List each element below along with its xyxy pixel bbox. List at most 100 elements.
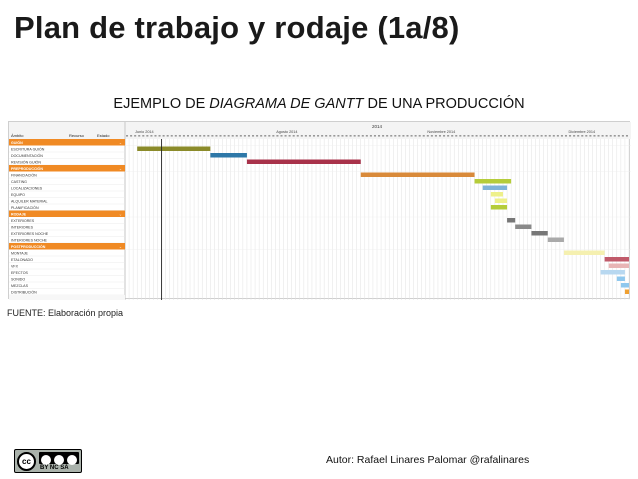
- chevron-down-icon: ⌄: [119, 141, 122, 145]
- gantt-svg: 2014 Junio 2014 Agosto 2014 Noviembre 2014 D…: [9, 122, 631, 300]
- gantt-task-label: ALQUILER MATERIAL: [11, 199, 47, 203]
- gantt-day-tick: [252, 135, 255, 137]
- gantt-bar: [547, 237, 564, 242]
- gantt-column-header: Recurso: [69, 133, 85, 138]
- gantt-day-tick: [430, 135, 433, 137]
- gantt-day-tick: [418, 135, 421, 137]
- gantt-day-tick: [443, 135, 446, 137]
- gantt-month-label: Noviembre 2014: [427, 130, 455, 134]
- creative-commons-license-badge[interactable]: cc BY NC SA: [14, 449, 82, 473]
- gantt-day-tick: [337, 135, 340, 137]
- gantt-day-tick: [483, 135, 486, 137]
- gantt-task-label: PLANIFICACIÓN: [11, 205, 39, 210]
- gantt-day-tick: [581, 135, 584, 137]
- gantt-task-label: DOCUMENTACIÓN: [11, 153, 43, 158]
- gantt-day-tick: [312, 135, 316, 137]
- gantt-task-label: MONTAJE: [11, 251, 29, 255]
- gantt-task-label: FINANCIACIÓN: [11, 172, 37, 177]
- license-labels: BY NC SA: [40, 465, 69, 471]
- gantt-day-tick: [471, 135, 474, 137]
- gantt-bar: [507, 218, 516, 223]
- gantt-day-tick: [304, 135, 307, 137]
- gantt-task-label: SONIDO: [11, 277, 25, 281]
- gantt-task-label: EXTERIORES NOCHE: [11, 232, 49, 236]
- gantt-task-label: MEZCLAS: [11, 284, 29, 288]
- gantt-day-tick: [126, 135, 129, 137]
- gantt-day-tick: [491, 135, 494, 137]
- gantt-day-tick: [613, 135, 616, 137]
- gantt-day-tick: [625, 135, 628, 137]
- gantt-day-tick: [186, 135, 190, 137]
- gantt-day-tick: [138, 135, 141, 137]
- gantt-day-tick: [219, 135, 222, 137]
- gantt-day-tick: [215, 135, 218, 137]
- gantt-day-tick: [166, 135, 169, 137]
- non-commercial-icon: [54, 455, 64, 465]
- gantt-day-tick: [564, 135, 568, 137]
- gantt-day-tick: [321, 135, 324, 137]
- gantt-day-tick: [455, 135, 458, 137]
- gantt-day-tick: [296, 135, 299, 137]
- gantt-column-header: Ámbito: [11, 133, 24, 138]
- gantt-day-tick: [247, 135, 250, 137]
- gantt-section-row: [9, 139, 125, 146]
- gantt-day-tick: [341, 135, 344, 137]
- gantt-bar: [624, 289, 629, 294]
- gantt-day-tick: [292, 135, 295, 137]
- gantt-day-tick: [235, 135, 238, 137]
- gantt-day-tick: [211, 135, 214, 137]
- gantt-day-tick: [142, 135, 145, 137]
- gantt-day-tick: [524, 135, 527, 137]
- gantt-task-label: EFECTOS: [11, 271, 29, 275]
- gantt-day-tick: [272, 135, 275, 137]
- gantt-day-tick: [288, 135, 291, 137]
- gantt-day-tick: [174, 135, 177, 137]
- gantt-day-tick: [516, 135, 519, 137]
- gantt-day-tick: [207, 135, 210, 137]
- gantt-day-tick: [195, 135, 198, 137]
- gantt-day-tick: [495, 135, 498, 137]
- gantt-day-tick: [573, 135, 576, 137]
- gantt-bar: [604, 257, 629, 262]
- gantt-section-label: PREPRODUCCIÓN: [11, 166, 43, 171]
- gantt-day-tick: [231, 135, 234, 137]
- gantt-day-tick: [617, 135, 620, 137]
- gantt-day-tick: [300, 135, 303, 137]
- gantt-day-tick: [386, 135, 389, 137]
- cc-logo-icon: cc: [17, 452, 36, 471]
- gantt-day-tick: [520, 135, 523, 137]
- gantt-day-tick: [203, 135, 206, 137]
- gantt-day-tick: [365, 135, 368, 137]
- gantt-day-tick: [410, 135, 413, 137]
- gantt-day-tick: [398, 135, 401, 137]
- gantt-day-tick: [162, 135, 165, 137]
- gantt-day-tick: [260, 135, 263, 137]
- gantt-day-tick: [585, 135, 588, 137]
- gantt-day-tick: [333, 135, 336, 137]
- gantt-day-tick: [508, 135, 511, 137]
- gantt-day-tick: [325, 135, 328, 137]
- gantt-bar: [620, 283, 629, 288]
- slide-title: Plan de trabajo y rodaje (1a/8): [14, 10, 460, 45]
- gantt-header: [9, 122, 631, 139]
- gantt-day-tick: [609, 135, 612, 137]
- gantt-day-tick: [528, 135, 531, 137]
- gantt-task-label: EXTERIORES: [11, 219, 35, 223]
- gantt-day-tick: [605, 135, 608, 137]
- gantt-bar: [360, 172, 475, 177]
- gantt-bar: [531, 231, 548, 236]
- gantt-day-tick: [621, 135, 624, 137]
- gantt-bar: [515, 224, 532, 229]
- gantt-day-tick: [373, 135, 376, 137]
- gantt-day-tick: [459, 135, 462, 137]
- gantt-task-label: INTERIORES: [11, 225, 34, 229]
- gantt-task-label: REVISIÓN GUIÓN: [11, 159, 41, 164]
- chevron-down-icon: ⌄: [119, 167, 122, 171]
- gantt-task-label: INTERIORES NOCHE: [11, 238, 48, 242]
- gantt-day-tick: [540, 135, 543, 137]
- gantt-task-label: ETALONADO: [11, 258, 33, 262]
- gantt-day-tick: [422, 135, 425, 137]
- gantt-bar: [137, 146, 211, 151]
- author-note: Autor: Rafael Linares Palomar @rafalinar…: [326, 454, 530, 466]
- gantt-task-label: CASTING: [11, 180, 27, 184]
